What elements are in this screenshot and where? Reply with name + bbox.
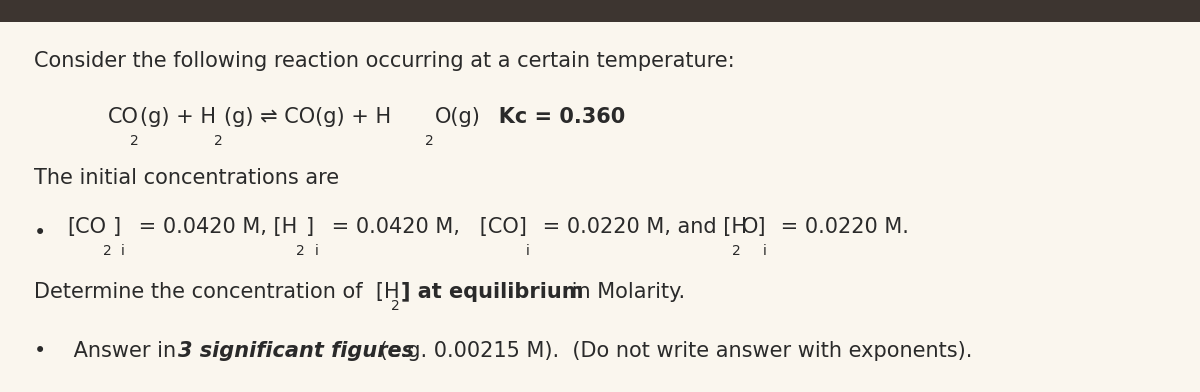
Text: i: i <box>763 244 767 258</box>
Text: O]: O] <box>742 217 766 237</box>
Text: Kc = 0.360: Kc = 0.360 <box>478 107 625 127</box>
Text: 2: 2 <box>426 134 434 148</box>
Bar <box>0 0 1200 22</box>
Text: (g) ⇌ CO(g) + H: (g) ⇌ CO(g) + H <box>224 107 391 127</box>
Text: 2: 2 <box>214 134 223 148</box>
Text: [CO: [CO <box>67 217 107 237</box>
Text: •: • <box>34 341 46 361</box>
Text: = 0.0420 M, [H: = 0.0420 M, [H <box>132 217 298 237</box>
Text: ]: ] <box>306 217 314 237</box>
Text: = 0.0220 M, and [H: = 0.0220 M, and [H <box>536 217 748 237</box>
Text: O(g): O(g) <box>436 107 481 127</box>
Text: i: i <box>314 244 318 258</box>
Text: i: i <box>526 244 529 258</box>
Text: (g) + H: (g) + H <box>139 107 216 127</box>
Text: 2: 2 <box>103 244 112 258</box>
Text: ]: ] <box>113 217 121 237</box>
Text: 2: 2 <box>391 299 400 313</box>
Text: = 0.0420 M,   [CO]: = 0.0420 M, [CO] <box>325 217 527 237</box>
Text: 2: 2 <box>130 134 139 148</box>
Text: Consider the following reaction occurring at a certain temperature:: Consider the following reaction occurrin… <box>34 51 734 71</box>
Text: i: i <box>121 244 125 258</box>
Text: (e.g. 0.00215 M).  (Do not write answer with exponents).: (e.g. 0.00215 M). (Do not write answer w… <box>373 341 972 361</box>
Text: 2: 2 <box>296 244 305 258</box>
Text: CO: CO <box>108 107 139 127</box>
Text: in Molarity.: in Molarity. <box>565 282 685 302</box>
Text: •: • <box>34 223 46 243</box>
Text: 3 significant figures: 3 significant figures <box>178 341 414 361</box>
Text: Answer in: Answer in <box>67 341 182 361</box>
Text: 2: 2 <box>732 244 740 258</box>
Text: ] at equilibrium: ] at equilibrium <box>401 282 583 302</box>
Text: = 0.0220 M.: = 0.0220 M. <box>774 217 908 237</box>
Text: Determine the concentration of  [H: Determine the concentration of [H <box>34 282 400 302</box>
Text: The initial concentrations are: The initial concentrations are <box>34 168 338 189</box>
